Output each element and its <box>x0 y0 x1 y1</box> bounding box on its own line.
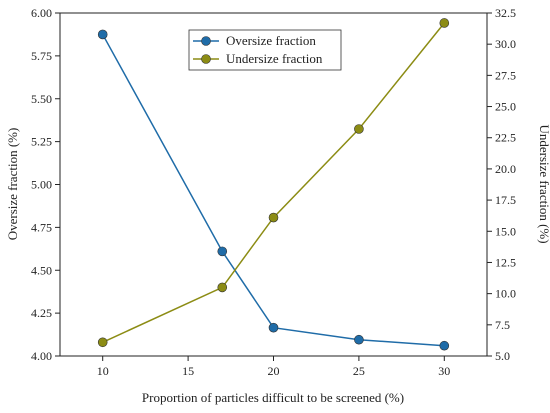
legend-box <box>188 29 342 71</box>
data-point-1 <box>354 124 364 134</box>
data-point-1 <box>268 212 279 223</box>
series-line-0 <box>102 34 445 347</box>
data-point-0 <box>97 29 108 40</box>
series-line-1 <box>102 22 445 343</box>
right-y-tick-label: 27.5 <box>495 68 516 82</box>
left-y-tick-label: 5.50 <box>31 92 52 106</box>
x-tick-label: 10 <box>97 364 109 378</box>
right-y-tick-label: 25.0 <box>495 100 516 114</box>
right-y-axis-title: Undersize fraction (%) <box>537 124 550 243</box>
legend-marker-undersize <box>201 54 211 64</box>
right-y-tick-label: 12.5 <box>495 255 516 269</box>
legend-entry-undersize: Undersize fraction <box>193 51 323 66</box>
left-y-tick-label: 6.00 <box>31 6 52 20</box>
right-y-tick-label: 30.0 <box>495 37 516 51</box>
left-y-axis-ticks: 4.00 4.25 4.50 4.75 5.00 5.25 5.50 5.75 6.00 <box>31 6 60 363</box>
legend-marker-oversize <box>201 36 211 46</box>
left-y-tick-label: 4.75 <box>31 220 52 234</box>
x-axis-title: Proportion of particles difficult to be … <box>142 390 404 405</box>
right-y-tick-label: 22.5 <box>495 131 516 145</box>
data-point-0 <box>439 340 450 351</box>
right-y-tick-label: 15.0 <box>495 224 516 238</box>
left-y-axis-title: Oversize fraction (%) <box>5 128 20 241</box>
left-y-tick-label: 5.75 <box>31 49 52 63</box>
right-y-tick-label: 17.5 <box>495 193 516 207</box>
right-y-tick-label: 7.5 <box>495 318 510 332</box>
left-y-tick-label: 5.25 <box>31 135 52 149</box>
right-y-tick-label: 10.0 <box>495 287 516 301</box>
data-point-0 <box>217 246 228 257</box>
data-point-1 <box>439 18 450 28</box>
data-point-1 <box>217 282 228 293</box>
right-y-tick-label: 5.0 <box>495 349 510 363</box>
right-y-tick-label: 32.5 <box>495 6 516 20</box>
right-y-axis-ticks: 5.0 7.5 10.0 12.5 15.0 17.5 20.0 22.5 25.0 27.5 30… <box>487 6 516 363</box>
series-layer <box>97 18 450 351</box>
left-y-tick-label: 5.00 <box>31 178 52 192</box>
x-tick-label: 30 <box>438 364 450 378</box>
data-point-0 <box>268 322 279 333</box>
x-tick-label: 20 <box>268 364 280 378</box>
data-point-1 <box>97 337 108 348</box>
legend-label-oversize: Oversize fraction <box>226 33 316 48</box>
x-axis-ticks: 10 15 20 25 30 <box>97 356 450 378</box>
x-tick-label: 15 <box>182 364 194 378</box>
data-point-0 <box>354 334 364 345</box>
legend: Oversize fraction Undersize fraction <box>188 29 342 71</box>
legend-label-undersize: Undersize fraction <box>226 51 323 66</box>
right-y-tick-label: 20.0 <box>495 162 516 176</box>
legend-entry-oversize: Oversize fraction <box>193 33 316 48</box>
left-y-tick-label: 4.50 <box>31 263 52 277</box>
left-y-tick-label: 4.00 <box>31 349 52 363</box>
x-tick-label: 25 <box>353 364 365 378</box>
left-y-tick-label: 4.25 <box>31 306 52 320</box>
